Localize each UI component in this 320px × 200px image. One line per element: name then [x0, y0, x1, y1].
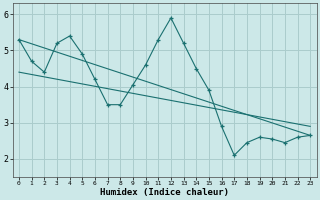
X-axis label: Humidex (Indice chaleur): Humidex (Indice chaleur)	[100, 188, 229, 197]
